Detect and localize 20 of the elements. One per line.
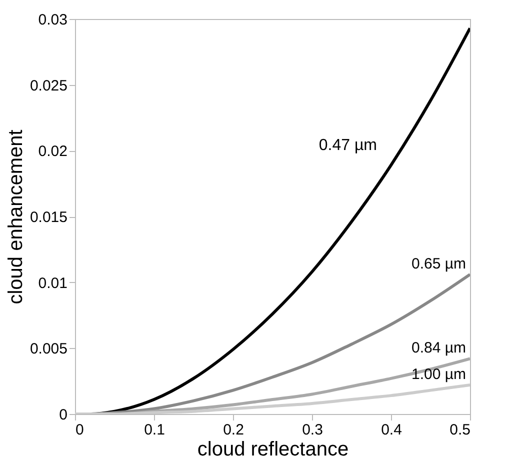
x-tick-label: 0 xyxy=(76,422,84,438)
x-axis-title: cloud reflectance xyxy=(197,438,349,460)
y-tick-label: 0.005 xyxy=(30,340,68,358)
y-axis-title: cloud enhancement xyxy=(4,129,27,304)
series-label: 1.00 µm xyxy=(412,366,466,384)
y-tick-label: 0.03 xyxy=(38,12,68,28)
y-tick-label: 0 xyxy=(59,406,68,424)
series-label: 0.47 µm xyxy=(318,137,377,154)
series-label: 0.84 µm xyxy=(412,340,466,357)
y-tick-label: 0.015 xyxy=(30,209,68,226)
series-label: 0.65 µm xyxy=(412,255,466,272)
y-tick-label: 0.01 xyxy=(38,274,68,292)
x-tick-label: 0.5 xyxy=(450,422,470,438)
y-tick-label: 0.02 xyxy=(38,143,68,160)
x-tick-label: 0.3 xyxy=(302,422,323,438)
x-tick-label: 0.4 xyxy=(381,422,402,438)
line-series xyxy=(75,384,470,414)
x-tick-label: 0.2 xyxy=(223,422,244,438)
x-tick-label: 0.1 xyxy=(144,422,165,438)
y-tick-label: 0.025 xyxy=(30,77,68,94)
